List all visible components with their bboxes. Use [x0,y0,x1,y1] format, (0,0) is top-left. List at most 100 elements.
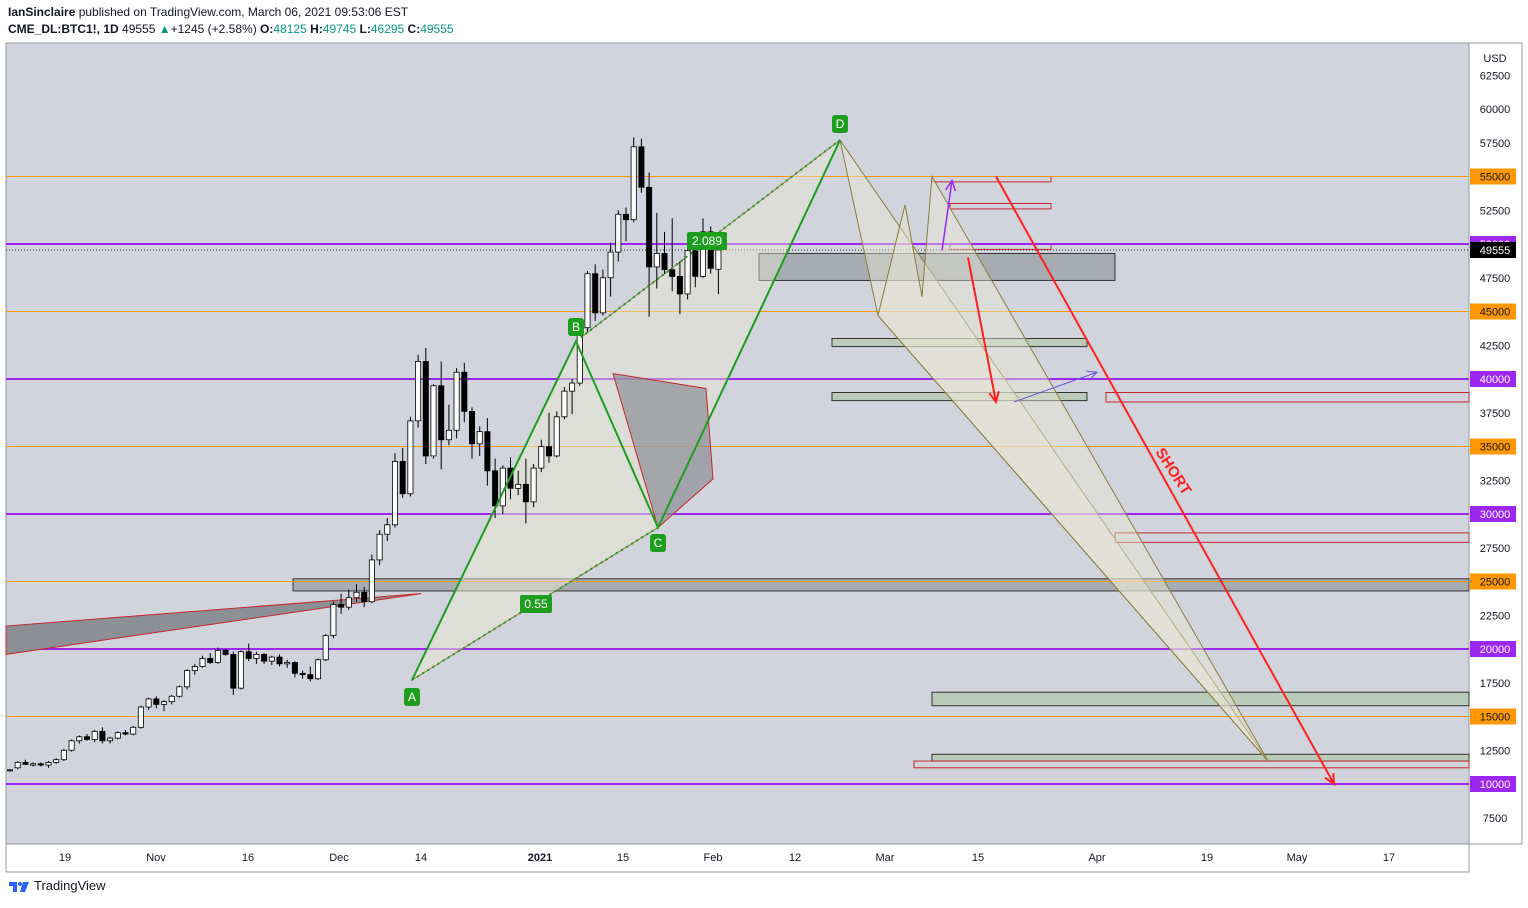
candle-body [345,597,352,608]
candle-body [592,273,599,314]
candle-body [615,213,622,253]
price-zone [949,203,1052,210]
candle-body [546,446,553,457]
candle-body [176,686,183,697]
y-tick-label: 62500 [1480,70,1511,82]
candle-body [299,672,306,676]
x-tick-label: Mar [876,852,895,864]
candle-body [353,591,360,599]
candle-body [237,651,244,689]
bounce-arrow-head [945,178,957,192]
candle-body [84,736,91,740]
abcd-path [411,139,841,681]
candle-body [453,371,460,431]
level-label-box [1470,371,1516,387]
x-tick-label: Feb [704,852,723,864]
price-change: +1245 (+2.58%) [170,22,257,36]
candle-body [430,385,437,457]
candle-body [422,361,429,457]
candle-body [376,533,383,561]
candle-body [137,706,144,728]
candle-body [438,385,445,441]
level-label: 45000 [1480,307,1511,319]
y-tick-label: 22500 [1480,610,1511,622]
candle-body [160,701,167,705]
candle-body [76,736,83,742]
last-price-box [1470,242,1516,259]
time-axis[interactable] [5,843,1470,873]
y-tick-label: 42500 [1480,340,1511,352]
level-label-box [1470,573,1516,590]
candle-body [214,649,221,663]
candle-body [484,431,491,472]
ratio-label: 2.089 [692,234,722,248]
candle-body [230,654,237,689]
harmonic-drawings [5,139,1269,762]
low-value: 46295 [370,22,405,36]
candle-body [661,253,668,271]
candle-body [522,483,529,503]
candle-body [122,732,129,735]
x-tick-label: 15 [972,852,984,864]
candle-body [222,649,229,655]
candle-body [184,670,191,688]
candle-body [492,470,499,507]
point-label: D [836,117,845,131]
candle-body [191,666,198,671]
y-tick-label: 52500 [1480,205,1511,217]
short-arrow-head [1324,772,1336,787]
level-label: 30000 [1480,509,1511,521]
publisher-name[interactable]: IanSinclaire [8,5,76,19]
last-price-label: 49555 [1480,245,1511,257]
y-tick-label: 57500 [1480,138,1511,150]
y-tick-label: 47500 [1480,273,1511,285]
ohlc-line: CME_DL:BTC1!, 1D 49555 ▲+1245 (+2.58%) O… [8,21,454,38]
point-label: C [654,536,663,550]
level-label: 25000 [1480,577,1511,589]
x-tick-label: 2021 [528,852,552,864]
y-tick-label: 12500 [1480,745,1511,757]
candle-body [692,250,699,277]
bounce-arrow [941,180,953,251]
footer-brand[interactable]: TradingView [34,878,106,893]
candles [7,137,722,772]
point-badge [404,688,420,706]
ratio-badge [520,595,552,613]
projection-arrow-head [1086,370,1099,381]
y-tick-label: 37500 [1480,408,1511,420]
ratio-badge [687,232,727,250]
candle-body [199,658,206,667]
level-label: 15000 [1480,712,1511,724]
level-label: 20000 [1480,644,1511,656]
candle-body [638,146,645,188]
publish-line: IanSinclaire published on TradingView.co… [8,4,454,21]
price-zone [831,392,1088,402]
x-tick-label: 16 [242,852,254,864]
high-label: H: [310,22,323,36]
candle-body [368,559,375,603]
level-label: 55000 [1480,172,1511,184]
candle-body [415,361,422,422]
target-arrow [967,257,997,403]
footer: TradingView [8,878,106,893]
candle-body [407,420,414,495]
candle-body [145,698,152,708]
high-value: 49745 [322,22,357,36]
price-zone [931,691,1470,707]
candle-body [476,431,483,445]
open-value: 48125 [273,22,307,36]
candle-body [30,763,37,766]
y-tick-label: 32500 [1480,475,1511,487]
candle-body [384,524,391,535]
candle-body [715,249,722,270]
candle-body [669,269,676,277]
candle-body [91,730,98,740]
projection-triangle [877,174,1269,762]
y-tick-label: 27500 [1480,543,1511,555]
close-label: C: [407,22,421,36]
low-label: L: [359,22,371,36]
price-levels [6,176,1469,785]
target-arrow-head [988,391,1000,405]
candle-body [268,656,275,662]
